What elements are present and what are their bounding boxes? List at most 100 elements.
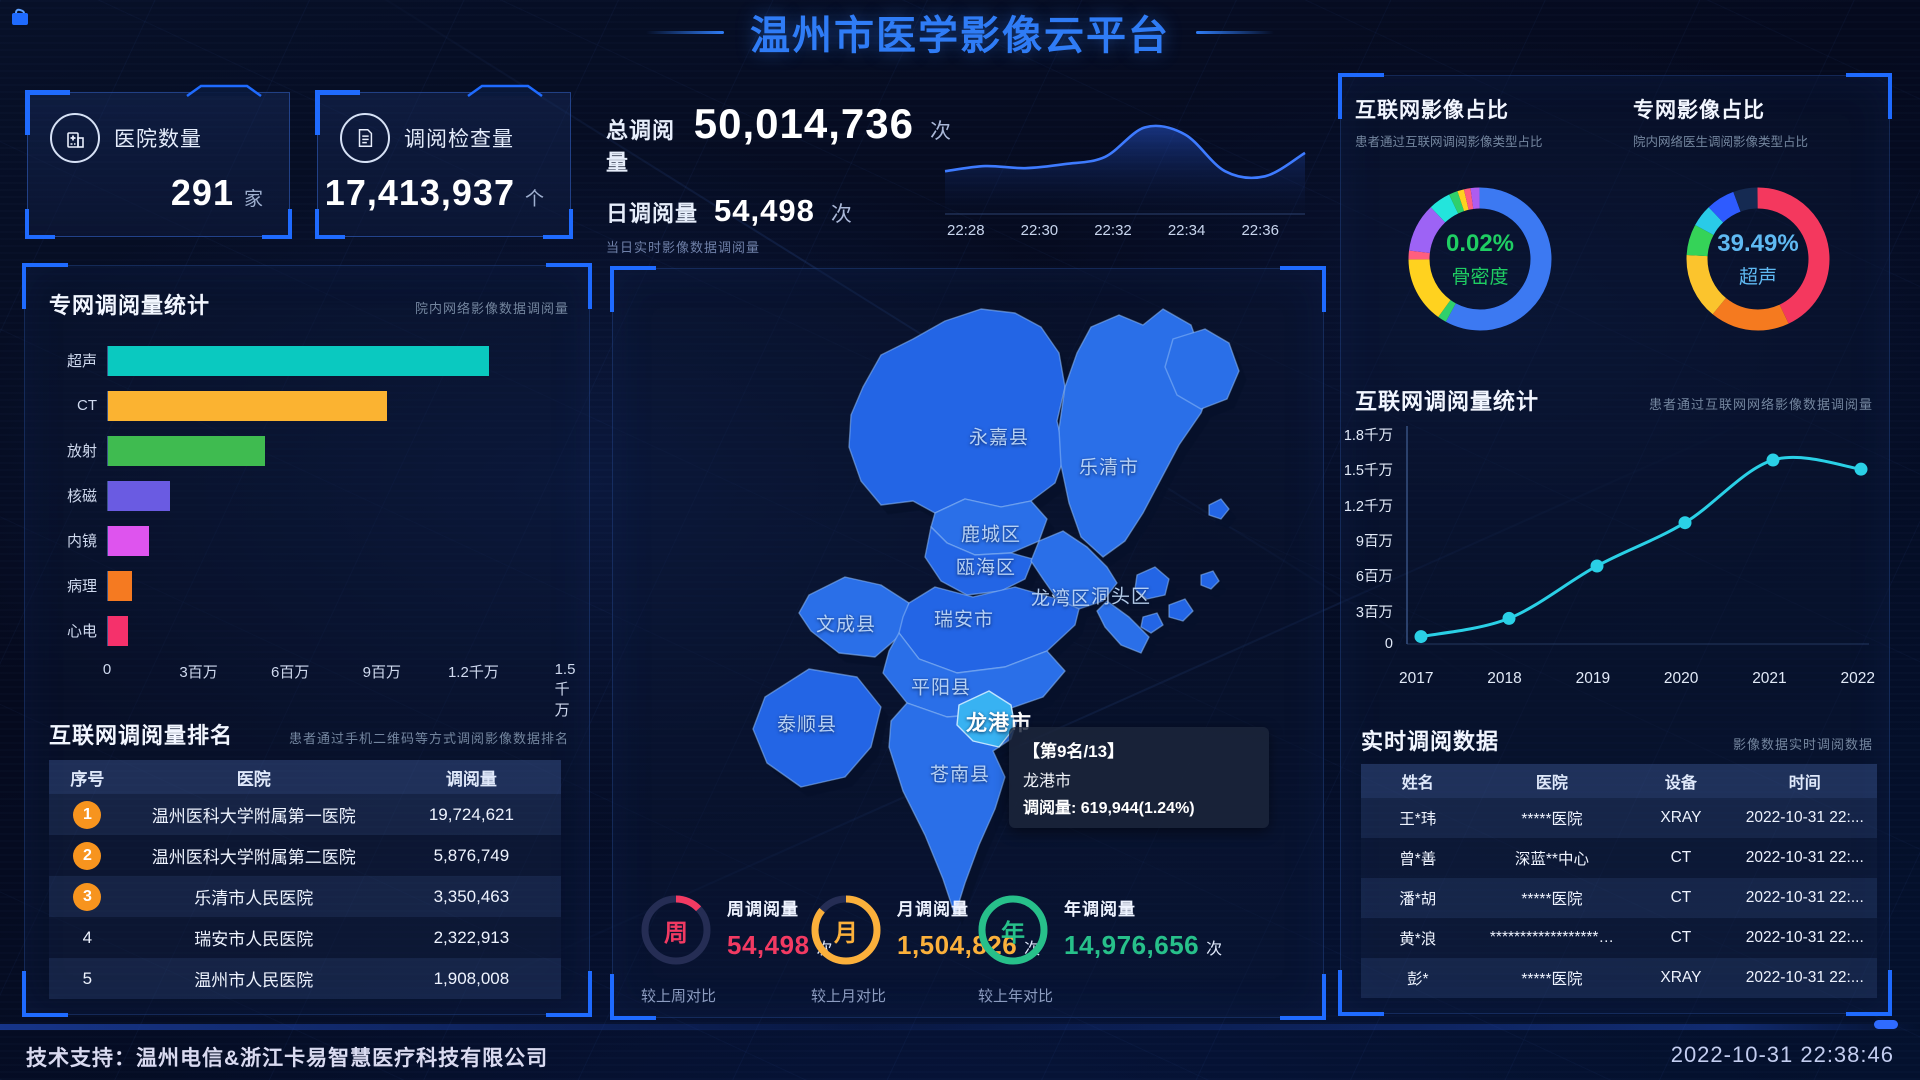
donut-slice[interactable]	[1408, 187, 1552, 331]
spark-area[interactable]	[945, 125, 1305, 214]
bar-axis-tick: 9百万	[362, 664, 401, 681]
ranking-cell: 3	[49, 876, 126, 917]
bar-axis-tick: 6百万	[271, 664, 310, 681]
bar-row: 超声	[49, 338, 565, 383]
ranking-row[interactable]: 3 乐清市人民医院 3,350,463	[49, 876, 561, 917]
line-point-2017[interactable]	[1414, 630, 1428, 644]
realtime-row[interactable]: 彭* *****医院 XRAY 2022-10-31 22:...	[1361, 958, 1877, 998]
spark-line[interactable]	[944, 124, 1306, 180]
realtime-cell: CT	[1629, 918, 1733, 958]
ranking-row[interactable]: 5 温州市人民医院 1,908,008	[49, 958, 561, 999]
ranking-row[interactable]: 4 瑞安市人民医院 2,322,913	[49, 917, 561, 958]
district-taishun[interactable]	[752, 668, 882, 788]
week-ring-label: 周	[664, 919, 688, 947]
week-ring[interactable]: 周	[639, 893, 713, 967]
realtime-cell: CT	[1629, 838, 1733, 878]
internet-share-group: 互联网影像占比 患者通过互联网调阅影像类型占比 0.02% 骨密度	[1355, 94, 1605, 344]
bar-segment-超声[interactable]	[108, 345, 489, 376]
district-yongjia[interactable]	[848, 308, 1066, 514]
footer: 技术支持：温州电信&浙江卡易智慧医疗科技有限公司 2022-10-31 22:3…	[0, 1020, 1920, 1080]
week-compare-label: 较上周对比	[641, 988, 717, 1005]
year-views-group: 年 年调阅量 14,976,656 次 较上年对比	[976, 893, 1222, 1005]
line-point-2021[interactable]	[1766, 453, 1780, 467]
private-share-group: 专网影像占比 院内网络医生调阅影像类型占比 39.49% 超声	[1633, 94, 1883, 344]
ring-arc	[641, 895, 711, 965]
card-notch	[186, 84, 262, 98]
district-wencheng[interactable]	[798, 576, 910, 658]
donut-slice[interactable]	[1686, 187, 1830, 331]
line-point-2018[interactable]	[1502, 611, 1516, 625]
line-x-tick: 2020	[1663, 670, 1699, 687]
line-point-2020[interactable]	[1678, 516, 1692, 530]
realtime-row[interactable]: 曾*善 深蓝**中心 CT 2022-10-31 22:...	[1361, 838, 1877, 878]
yearly-line[interactable]	[1420, 455, 1862, 639]
realtime-cell: *****医院	[1474, 958, 1630, 998]
islet-1[interactable]	[1168, 598, 1194, 622]
line-point-2019[interactable]	[1590, 559, 1604, 573]
bar-segment-放射[interactable]	[108, 435, 265, 466]
bar-segment-内镜[interactable]	[108, 525, 149, 556]
bar-segment-病理[interactable]	[108, 570, 133, 601]
line-y-tick: 9百万	[1355, 533, 1393, 550]
bar-segment-心电[interactable]	[108, 615, 128, 646]
ranking-row[interactable]: 1 温州医科大学附属第一医院 19,724,621	[49, 794, 561, 835]
internet-share-donut[interactable]: 0.02% 骨密度	[1395, 174, 1565, 344]
line-point-2022[interactable]	[1854, 462, 1868, 476]
realtime-subtitle: 影像数据实时调阅数据	[1732, 737, 1873, 752]
wenzhou-map[interactable]	[613, 269, 1323, 1017]
islet-4[interactable]	[1208, 498, 1230, 520]
private-share-donut[interactable]: 39.49% 超声	[1673, 174, 1843, 344]
donut-slice[interactable]	[1686, 187, 1830, 331]
year-views-value: 14,976,656	[1064, 930, 1200, 960]
internet-share-subtitle: 患者通过互联网调阅影像类型占比	[1355, 135, 1543, 149]
district-pingyang[interactable]	[882, 632, 1066, 718]
realtime-cell: 黄*浪	[1361, 918, 1475, 958]
district-dongtou[interactable]	[1134, 566, 1170, 600]
ranking-cell: 5,876,749	[381, 835, 561, 876]
year-ring[interactable]: 年	[976, 893, 1050, 967]
daily-trend-chart[interactable]: 22:28 22:30 22:32 22:34 22:36	[944, 96, 1306, 239]
bar-segment-CT[interactable]	[108, 390, 387, 421]
district-longgang[interactable]	[956, 690, 1016, 748]
ranking-cell: 温州市人民医院	[125, 958, 382, 999]
hospital-icon	[50, 113, 100, 163]
private-network-bar-chart[interactable]: 超声 CT 放射 核磁 内镜 病理 心电 0 3百万 6百万 9百万 1.2千万 1.5千万	[49, 338, 575, 719]
ranking-cell: 19,724,621	[381, 794, 561, 835]
donut-slice[interactable]	[1686, 187, 1830, 331]
realtime-row[interactable]: 潘*胡 *****医院 CT 2022-10-31 22:...	[1361, 878, 1877, 918]
daily-trend-area[interactable]	[944, 96, 1306, 218]
card-label: 医院数量	[114, 128, 202, 151]
peninsula-se[interactable]	[1096, 600, 1150, 654]
ranking-row[interactable]: 2 温州医科大学附属第二医院 5,876,749	[49, 835, 561, 876]
line-x-tick: 2022	[1840, 670, 1875, 687]
private-share-subtitle: 院内网络医生调阅影像类型占比	[1633, 135, 1809, 149]
district-ouhai[interactable]	[924, 526, 1034, 596]
island-ne[interactable]	[1164, 328, 1240, 410]
spark-time-tick: 22:34	[1167, 222, 1206, 239]
bar-segment-核磁[interactable]	[108, 480, 171, 511]
realtime-title: 实时调阅数据	[1361, 729, 1500, 754]
line-y-tick: 6百万	[1355, 569, 1393, 586]
ranking-table: 序号 医院 调阅量 1 温州医科大学附属第一医院 19,724,621 2 温州医科大学附属…	[49, 760, 561, 999]
bar-row: 内镜	[49, 518, 565, 563]
realtime-row[interactable]: 黄*浪 ******************… CT 2022-10-31 22:..…	[1361, 918, 1877, 958]
current-datetime: 2022-10-31 22:38:46	[1670, 1042, 1894, 1067]
month-ring[interactable]: 月	[809, 893, 883, 967]
internet-yearly-line-chart[interactable]	[1399, 420, 1875, 662]
islet-3[interactable]	[1200, 570, 1220, 590]
bar-category-label: 病理	[66, 578, 97, 595]
islet-2[interactable]	[1140, 612, 1164, 634]
daily-views-label: 日调阅量	[606, 201, 699, 226]
realtime-row[interactable]: 王*玮 *****医院 XRAY 2022-10-31 22:...	[1361, 798, 1877, 838]
district-longwan[interactable]	[1030, 530, 1118, 610]
total-views-unit: 次	[930, 120, 951, 143]
bar-category-label: 核磁	[66, 488, 97, 505]
realtime-cell: ******************…	[1474, 918, 1630, 958]
ranking-cell: 4	[49, 917, 126, 958]
month-ring-label: 月	[834, 919, 858, 947]
ranking-cell: 瑞安市人民医院	[125, 917, 382, 958]
card-unit: 个	[524, 189, 544, 210]
line-chart-x-axis: 2017 2018 2019 2020 2021 2022	[1399, 670, 1875, 688]
donut-slice[interactable]	[1408, 187, 1552, 331]
